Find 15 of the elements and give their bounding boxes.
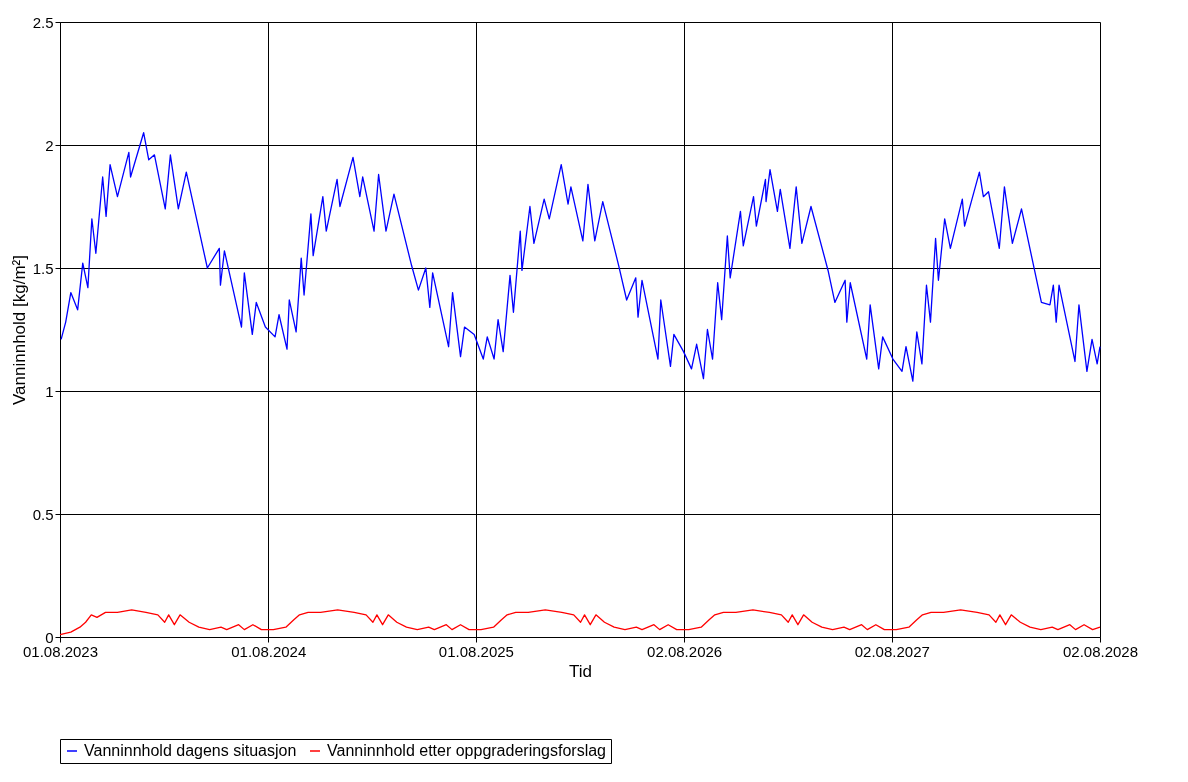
- legend-label: Vanninnhold dagens situasjon: [84, 742, 297, 759]
- x-tick-label: 02.08.2027: [854, 642, 930, 660]
- y-axis-title: Vanninnhold [kg/m²]: [9, 255, 29, 405]
- x-tick-label: 02.08.2026: [647, 642, 723, 660]
- y-tick-label: 0.5: [32, 505, 54, 523]
- y-tick-label: 2: [45, 136, 54, 154]
- x-tick-label: 02.08.2028: [1062, 642, 1139, 660]
- x-axis-title: Tid: [569, 661, 592, 681]
- y-tick-label: 1: [45, 382, 54, 400]
- y-tick-label: 1.5: [32, 259, 54, 277]
- y-tick-label: 2.5: [32, 13, 54, 31]
- x-tick-label: 01.08.2025: [438, 642, 514, 660]
- legend-label: Vanninnhold etter oppgraderingsforslag: [327, 742, 607, 759]
- x-tick-label: 01.08.2024: [231, 642, 307, 660]
- line-series: [59, 609, 1101, 636]
